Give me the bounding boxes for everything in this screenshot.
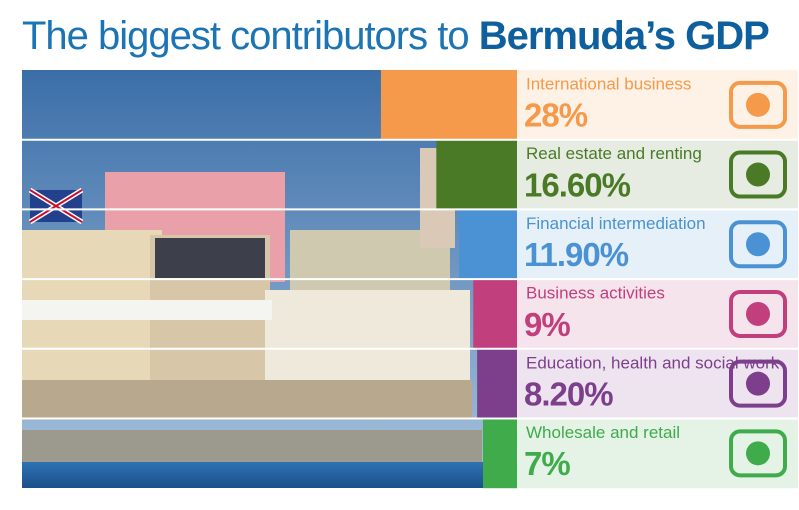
icon-shape [729, 359, 787, 408]
icon [729, 429, 787, 478]
icon-shape [729, 80, 787, 129]
title-emphasis: Bermuda’s GDP [479, 14, 769, 58]
value-label: 9% [524, 306, 570, 343]
category-label: Financial intermediation [526, 214, 706, 233]
category-label: Business activities [526, 284, 665, 303]
icon-shape [746, 301, 770, 326]
icon [729, 80, 787, 129]
icon-shape [746, 232, 770, 257]
value-label: 11.90% [524, 236, 629, 273]
category-label: Education, health and social work [526, 353, 780, 372]
bar [482, 418, 517, 489]
title-text: The biggest contributors to [22, 14, 469, 58]
icon-shape [746, 371, 770, 396]
icon-shape [729, 150, 787, 199]
category-label: International business [526, 74, 691, 93]
bar [477, 348, 517, 419]
icon [729, 220, 787, 269]
value-label: 8.20% [524, 376, 613, 413]
bar [473, 279, 517, 349]
icon-shape [729, 429, 787, 478]
bar [380, 70, 517, 140]
bar [436, 139, 517, 210]
value-label: 7% [524, 445, 570, 482]
icon-shape [746, 441, 770, 466]
category-label: Wholesale and retail [526, 423, 680, 442]
icon [729, 359, 787, 408]
chart-title: The biggest contributors to Bermuda’s GD… [22, 14, 769, 58]
icon [729, 289, 787, 338]
icon-shape [729, 289, 787, 338]
icon [729, 150, 787, 199]
icon-shape [746, 92, 770, 117]
bar [459, 209, 517, 280]
value-label: 28% [524, 97, 588, 134]
category-label: Real estate and renting [526, 144, 702, 163]
value-label: 16.60% [524, 166, 631, 203]
icon-shape [746, 162, 770, 187]
rows: International business 28% Real estate and… [22, 70, 798, 489]
icon-shape [729, 220, 787, 269]
